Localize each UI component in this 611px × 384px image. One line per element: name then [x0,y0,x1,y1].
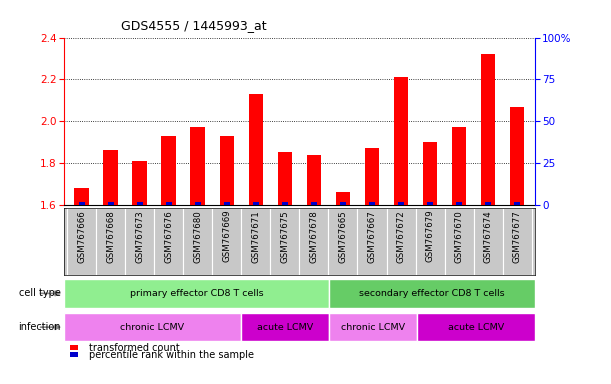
Bar [452,127,466,205]
Bar [481,55,496,205]
Text: GSM767676: GSM767676 [164,210,173,263]
Text: GDS4555 / 1445993_at: GDS4555 / 1445993_at [120,19,266,32]
Bar [64,279,329,308]
Bar [125,208,154,275]
Text: primary effector CD8 T cells: primary effector CD8 T cells [130,289,263,298]
Bar [64,313,241,341]
Bar [133,161,147,205]
Bar [415,208,445,275]
Text: GSM767666: GSM767666 [77,210,86,263]
Bar [365,148,379,205]
Text: GSM767670: GSM767670 [455,210,464,263]
Bar [445,208,474,275]
Bar [417,313,535,341]
Text: secondary effector CD8 T cells: secondary effector CD8 T cells [359,289,505,298]
Bar [299,208,329,275]
Bar [67,208,96,275]
Text: GSM767673: GSM767673 [135,210,144,263]
Bar [485,202,491,205]
Bar [241,313,329,341]
Bar [510,106,524,205]
Bar [311,202,317,205]
Bar [183,208,212,275]
Text: GSM767674: GSM767674 [484,210,492,263]
Bar [96,208,125,275]
Bar [108,202,114,205]
Text: GSM767680: GSM767680 [193,210,202,263]
Bar [161,136,176,205]
Bar [195,202,201,205]
Bar [270,208,299,275]
Text: GSM767672: GSM767672 [397,210,406,263]
Bar [503,208,532,275]
Bar [277,152,292,205]
Text: cell type: cell type [19,288,61,298]
Bar [253,202,259,205]
Bar [282,202,288,205]
Text: acute LCMV: acute LCMV [257,323,313,332]
Bar [329,208,357,275]
Bar [387,208,415,275]
Text: percentile rank within the sample: percentile rank within the sample [89,349,254,359]
Bar [249,94,263,205]
Text: GSM767679: GSM767679 [426,210,434,262]
Bar [307,155,321,205]
Text: GSM767677: GSM767677 [513,210,522,263]
Bar [474,208,503,275]
Bar [154,208,183,275]
Bar [393,77,408,205]
Text: GSM767665: GSM767665 [338,210,348,263]
Text: GSM767671: GSM767671 [251,210,260,263]
Text: GSM767678: GSM767678 [309,210,318,263]
Bar [423,142,437,205]
Bar [340,202,346,205]
Bar [514,202,520,205]
Text: GSM767669: GSM767669 [222,210,232,262]
Text: chronic LCMV: chronic LCMV [120,323,185,332]
Text: chronic LCMV: chronic LCMV [341,323,405,332]
Bar [427,202,433,205]
Bar [456,202,462,205]
Bar [329,279,535,308]
Bar [357,208,387,275]
Bar [137,202,143,205]
Bar [224,202,230,205]
Text: GSM767668: GSM767668 [106,210,115,263]
Text: GSM767667: GSM767667 [367,210,376,263]
Bar [79,202,85,205]
Bar [369,202,375,205]
Bar [398,202,404,205]
Bar [191,127,205,205]
Bar [103,151,118,205]
Text: acute LCMV: acute LCMV [448,323,504,332]
Bar [335,192,350,205]
Bar [166,202,172,205]
Bar [241,208,270,275]
Text: GSM767675: GSM767675 [280,210,290,263]
Bar [219,136,234,205]
Bar [329,313,417,341]
Text: infection: infection [18,322,61,332]
Text: transformed count: transformed count [89,343,180,353]
Bar [75,188,89,205]
Bar [212,208,241,275]
